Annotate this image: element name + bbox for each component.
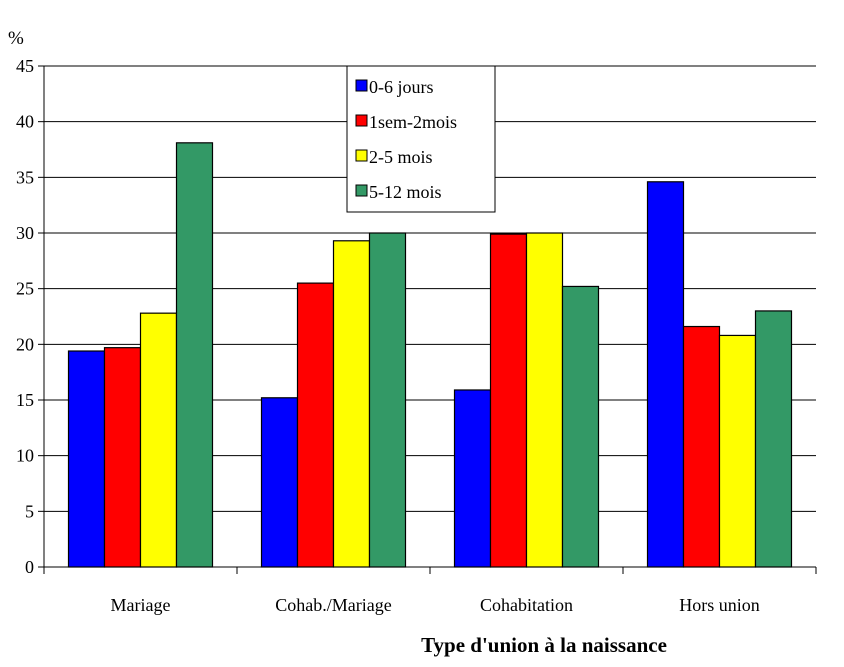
bar-3-2 bbox=[718, 334, 757, 568]
bar-3-0 bbox=[646, 181, 685, 568]
legend-swatch bbox=[355, 149, 368, 162]
y-axis-unit-label: % bbox=[8, 28, 24, 49]
bar-0-2 bbox=[139, 312, 178, 568]
y-tick-label: 30 bbox=[16, 223, 34, 243]
legend-box bbox=[346, 65, 496, 213]
legend-label: 1sem-2mois bbox=[369, 112, 457, 132]
bar-1-1 bbox=[296, 282, 335, 568]
x-category-label: Mariage bbox=[111, 595, 171, 615]
bar-0-0 bbox=[67, 350, 106, 568]
x-category-label: Cohab./Mariage bbox=[275, 595, 391, 615]
bar-2-1 bbox=[489, 233, 528, 568]
legend-swatch bbox=[355, 184, 368, 197]
y-tick-label: 35 bbox=[16, 167, 34, 187]
y-tick-label: 10 bbox=[16, 446, 34, 466]
y-tick-label: 5 bbox=[25, 501, 34, 521]
x-category-label: Hors union bbox=[679, 595, 760, 615]
y-tick-label: 25 bbox=[16, 279, 34, 299]
bar-2-3 bbox=[561, 285, 600, 568]
y-tick-label: 45 bbox=[16, 56, 34, 76]
x-category-label: Cohabitation bbox=[480, 595, 573, 615]
y-tick-label: 15 bbox=[16, 390, 34, 410]
y-tick-label: 20 bbox=[16, 334, 34, 354]
bar-0-3 bbox=[175, 142, 214, 568]
legend-label: 0-6 jours bbox=[369, 77, 434, 97]
legend-label: 2-5 mois bbox=[369, 147, 433, 167]
legend-swatch bbox=[355, 114, 368, 127]
x-axis-title: Type d'union à la naissance bbox=[421, 633, 667, 657]
axes bbox=[43, 66, 817, 574]
bar-2-2 bbox=[525, 232, 564, 568]
bars bbox=[67, 142, 793, 568]
y-tick-label: 0 bbox=[25, 557, 34, 577]
bar-0-1 bbox=[103, 347, 142, 568]
legend-swatch bbox=[355, 79, 368, 92]
bar-1-0 bbox=[260, 397, 299, 568]
x-category-labels: Mariage Cohab./Mariage Cohabitation Hors un… bbox=[111, 595, 760, 615]
bar-3-3 bbox=[754, 310, 793, 568]
y-tick-label: 40 bbox=[16, 112, 34, 132]
bar-1-2 bbox=[332, 240, 371, 568]
bar-1-3 bbox=[368, 232, 407, 568]
bar-3-1 bbox=[682, 325, 721, 568]
bar-2-0 bbox=[453, 389, 492, 568]
y-tick-labels: 0 5 10 15 20 25 30 35 40 45 bbox=[16, 56, 34, 577]
legend: 0-6 jours 1sem-2mois 2-5 mois 5-12 mois bbox=[346, 65, 496, 213]
legend-label: 5-12 mois bbox=[369, 182, 442, 202]
